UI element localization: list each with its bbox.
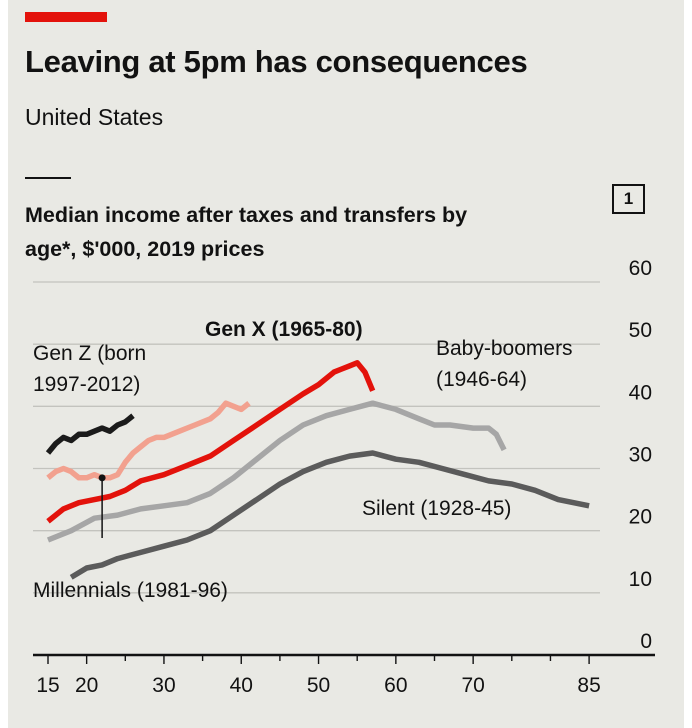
chart-number-badge: 1 xyxy=(612,184,645,214)
series-label-gen-x-1965-80: Gen X (1965-80) xyxy=(205,318,363,341)
y-tick-label-0: 0 xyxy=(640,630,652,653)
series-line-silent xyxy=(69,450,590,580)
series-line-baby-boomers xyxy=(46,400,507,543)
y-tick-label-20: 20 xyxy=(629,506,652,529)
gridlines xyxy=(33,281,600,594)
x-tick-label-50: 50 xyxy=(307,674,330,697)
x-tick-label-15: 15 xyxy=(36,674,59,697)
chart-card xyxy=(8,0,684,728)
x-tick-label-20: 20 xyxy=(75,674,98,697)
chart-headline: Leaving at 5pm has consequences xyxy=(25,44,528,79)
series-label-baby-boomers-line-2: (1946-64) xyxy=(436,368,527,391)
chart-title: Median income after taxes and transfers … xyxy=(25,203,468,261)
series-label-baby-boomers-line-1: Baby-boomers xyxy=(436,337,573,360)
series-line-gen-x-1965-80 xyxy=(46,360,376,524)
chart-subtitle: United States xyxy=(25,104,164,130)
x-tick-label-85: 85 xyxy=(577,674,600,697)
x-tick-label-40: 40 xyxy=(230,674,253,697)
y-tick-label-10: 10 xyxy=(629,568,652,591)
series-label-silent: Silent (1928-45) xyxy=(362,497,511,520)
series-label-millennials: Millennials (1981-96) xyxy=(33,579,228,602)
series-label-gen-z-line-1: Gen Z (born xyxy=(33,342,146,365)
y-tick-label-40: 40 xyxy=(629,381,652,404)
y-tick-label-30: 30 xyxy=(629,444,652,467)
x-tick-label-70: 70 xyxy=(461,674,484,697)
y-tick-label-50: 50 xyxy=(629,319,652,342)
title-rule xyxy=(25,177,71,179)
millennials-leader-dot xyxy=(98,474,106,482)
brand-tab xyxy=(25,12,107,22)
series-line-millennials xyxy=(46,400,251,481)
x-tick-label-30: 30 xyxy=(152,674,175,697)
y-tick-label-60: 60 xyxy=(629,257,652,280)
series-line-gen-z xyxy=(45,413,135,455)
series-label-gen-z-line-2: 1997-2012) xyxy=(33,373,140,396)
x-tick-label-60: 60 xyxy=(384,674,407,697)
